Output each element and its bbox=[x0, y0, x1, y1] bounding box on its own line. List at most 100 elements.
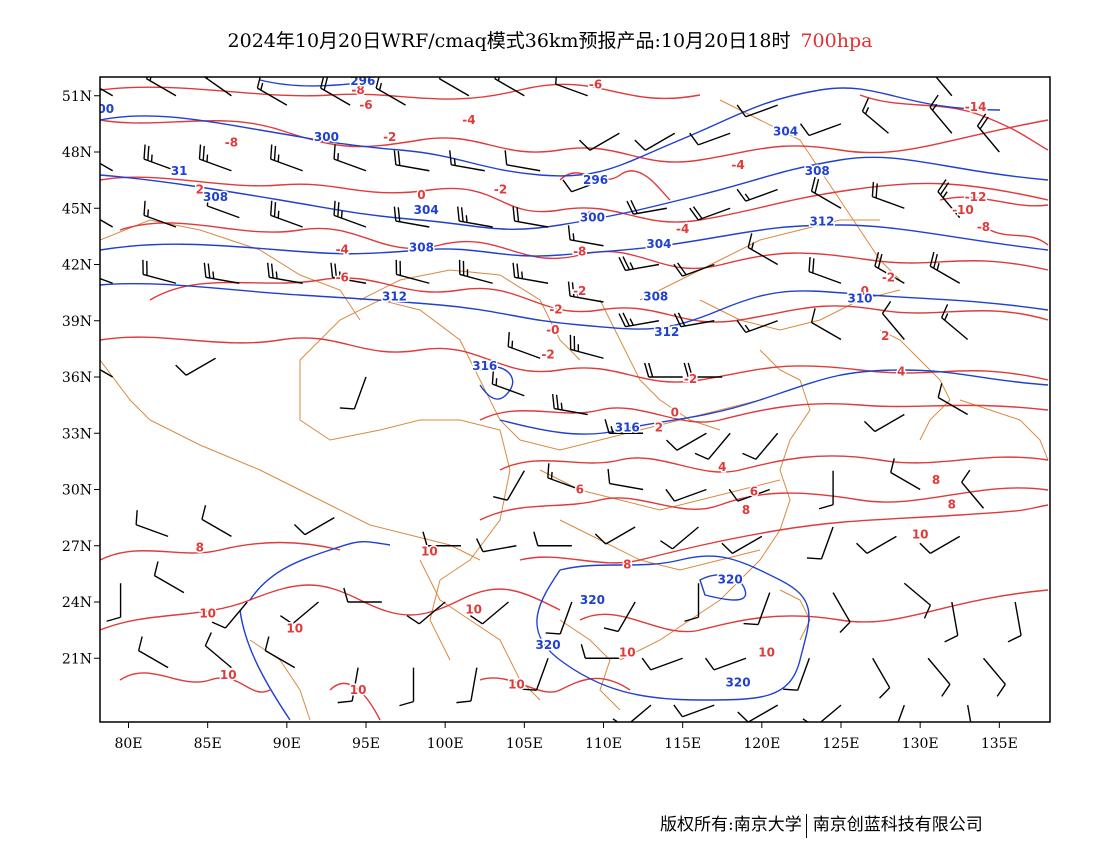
wind-barb bbox=[320, 77, 351, 106]
isotherm-line bbox=[519, 504, 1049, 564]
wind-barb bbox=[333, 144, 367, 172]
wind-barb bbox=[806, 526, 834, 560]
isotherm-line bbox=[119, 222, 1049, 271]
wind-barb bbox=[100, 368, 114, 378]
coastline bbox=[959, 399, 1049, 461]
height-label: 308 bbox=[409, 241, 434, 255]
wind-barb bbox=[618, 312, 660, 328]
wind-barb bbox=[944, 601, 959, 643]
isotherm-label: 10 bbox=[220, 668, 237, 682]
wind-barb bbox=[375, 77, 406, 106]
lat-tick-label: 36N bbox=[62, 370, 92, 386]
wind-barb bbox=[204, 632, 232, 669]
lat-tick-label: 21N bbox=[62, 651, 92, 667]
wind-barb bbox=[438, 77, 470, 97]
wind-barb bbox=[594, 526, 636, 545]
wind-barb bbox=[618, 256, 660, 272]
wind-barb bbox=[211, 601, 248, 629]
isotherm-label: -8 bbox=[225, 136, 238, 150]
province-border bbox=[519, 399, 761, 451]
lon-tick-label: 95E bbox=[352, 736, 380, 752]
wind-barb bbox=[578, 132, 620, 151]
wind-barb bbox=[264, 636, 296, 669]
wind-barb bbox=[743, 592, 771, 626]
isotherm-line bbox=[479, 487, 1049, 521]
height-label: 296 bbox=[350, 74, 375, 88]
wind-barb bbox=[143, 200, 177, 228]
isotherm-line bbox=[479, 677, 631, 693]
lat-tick-label: 42N bbox=[62, 258, 92, 274]
isotherm-label: -4 bbox=[676, 222, 689, 236]
province-border bbox=[639, 219, 880, 301]
isotherm-label: -6 bbox=[589, 78, 602, 92]
wind-barb bbox=[890, 458, 921, 491]
isotherm-label: -8 bbox=[351, 83, 364, 97]
isotherm-label: -2 bbox=[541, 348, 554, 362]
wind-barb bbox=[881, 300, 905, 340]
isotherm-label: 10 bbox=[199, 606, 216, 620]
isotherm-label: -2 bbox=[383, 130, 396, 144]
height-label: 300 bbox=[89, 102, 114, 116]
wind-barb bbox=[626, 200, 667, 215]
wind-barb bbox=[100, 218, 114, 228]
isotherm-line bbox=[100, 584, 561, 631]
height-contour-line bbox=[259, 79, 371, 87]
wind-barb bbox=[567, 225, 604, 247]
wind-barb bbox=[747, 233, 779, 266]
height-labels: 296 300 300 304 308 312 31 308 304 308 312 296 300 30… bbox=[89, 74, 874, 691]
isotherm-label: 10 bbox=[286, 621, 303, 635]
wind-barb bbox=[919, 535, 961, 554]
height-label: 316 bbox=[472, 359, 497, 373]
isotherm-line bbox=[149, 277, 1049, 323]
wind-barb bbox=[937, 383, 969, 416]
wind-barb bbox=[634, 132, 676, 151]
lon-tick-label: 110E bbox=[585, 736, 622, 752]
wind-barb bbox=[521, 658, 549, 691]
isotherm-line bbox=[119, 672, 271, 693]
wind-barb bbox=[897, 704, 905, 722]
wind-barb bbox=[547, 463, 580, 491]
country-border bbox=[359, 269, 581, 361]
isotherm-label: 10 bbox=[758, 646, 775, 660]
wind-barb bbox=[551, 394, 588, 416]
province-border bbox=[719, 99, 901, 281]
wind-barb bbox=[393, 206, 430, 228]
lon-tick-label: 100E bbox=[427, 736, 464, 752]
height-contour-line bbox=[100, 87, 1001, 177]
isotherm-label: -10 bbox=[952, 203, 974, 217]
province-border bbox=[539, 469, 781, 511]
height-label: 304 bbox=[646, 237, 671, 251]
province-border bbox=[419, 559, 541, 701]
wind-barb bbox=[736, 320, 778, 334]
height-label: 320 bbox=[718, 573, 743, 587]
lon-tick-label: 130E bbox=[902, 736, 939, 752]
isotherm-label: 6 bbox=[576, 483, 584, 497]
height-contour-line bbox=[100, 156, 1049, 230]
isotherm-line bbox=[499, 455, 1049, 473]
isotherm-label: 0 bbox=[417, 188, 425, 202]
isotherm-line bbox=[559, 170, 671, 201]
wind-barb bbox=[333, 200, 367, 228]
isotherm-line bbox=[859, 94, 1049, 151]
wind-barb bbox=[737, 704, 779, 722]
height-label: 304 bbox=[414, 203, 439, 217]
height-label: 308 bbox=[643, 289, 668, 303]
wind-barb bbox=[673, 312, 715, 328]
isotherm-label: 6 bbox=[750, 484, 758, 498]
isotherm-label: -8 bbox=[573, 244, 586, 258]
wind-barb bbox=[106, 583, 122, 622]
isotherm-label: -2 bbox=[882, 271, 895, 285]
isotherm-line bbox=[579, 589, 1049, 633]
wind-barb bbox=[256, 77, 288, 106]
wind-barb bbox=[861, 97, 889, 134]
height-label: 320 bbox=[536, 638, 561, 652]
wind-barb bbox=[810, 176, 842, 209]
wind-barb bbox=[612, 704, 652, 722]
wind-barb bbox=[961, 469, 985, 509]
height-label: 304 bbox=[773, 124, 798, 138]
map-title: 2024年10月20日WRF/cmaq模式36km预报产品:10月20日18时 7… bbox=[0, 26, 1100, 53]
wind-barb bbox=[940, 304, 969, 341]
wind-barb bbox=[1007, 601, 1022, 643]
wind-barb bbox=[665, 488, 707, 502]
